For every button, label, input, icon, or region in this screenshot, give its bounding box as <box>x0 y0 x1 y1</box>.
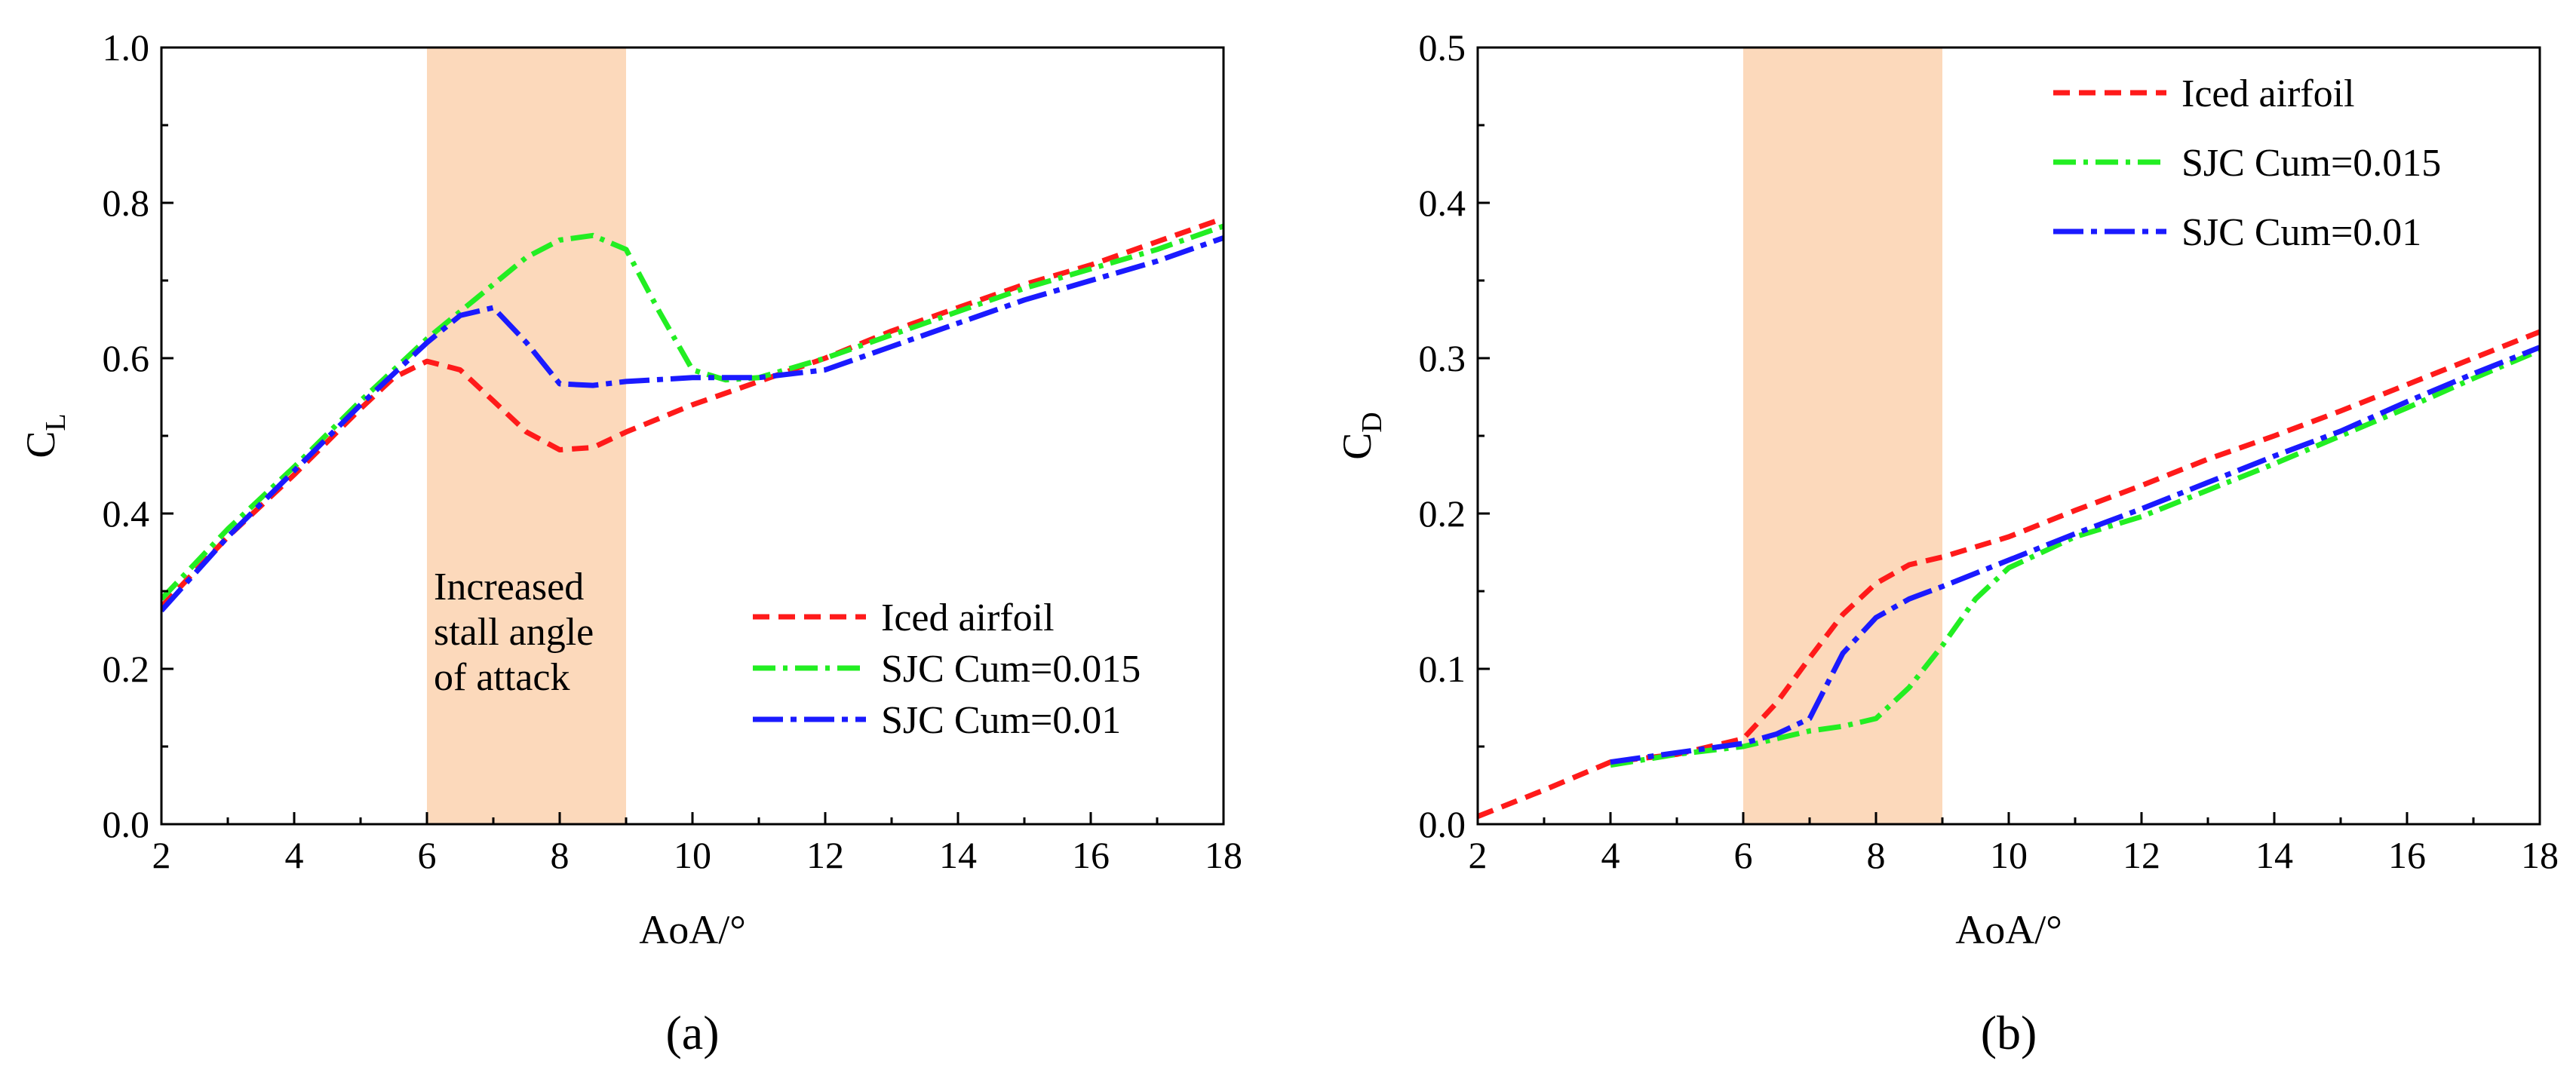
y-tick-label: 0.6 <box>103 337 150 379</box>
y-tick-label: 0.4 <box>1419 182 1466 224</box>
legend-label: SJC Cum=0.015 <box>881 648 1141 691</box>
panel-a-lift-chart: 2 4 6 8 10 12 14 16 18 0.0 0.2 0.4 0.6 0.8 1.0 AoA/° C… <box>18 26 1242 1059</box>
series-line-sjc-cum-0-015 <box>1610 348 2540 768</box>
y-tick-label: 0.1 <box>1419 648 1466 690</box>
x-tick-label: 10 <box>674 834 711 876</box>
annotation-line-2: stall angle <box>434 611 594 654</box>
y-tick-label: 0.5 <box>1419 26 1466 69</box>
legend: Iced airfoil SJC Cum=0.015 SJC Cum=0.01 <box>2053 72 2441 254</box>
series-line-sjc-cum-0-01 <box>161 235 1224 613</box>
y-axis-label-subscript: D <box>1356 412 1388 432</box>
panel-b-drag-chart: 2 4 6 8 10 12 14 16 18 0.0 0.1 0.2 0.3 0.4 0.5 AoA/° C… <box>1334 26 2559 1059</box>
legend-item-sjc-cum-0015: SJC Cum=0.015 <box>2053 142 2441 185</box>
y-tick-label: 0.3 <box>1419 337 1466 379</box>
x-tick-label: 4 <box>285 834 304 876</box>
y-axis-label: CD <box>1334 412 1388 459</box>
annotation-line-3: of attack <box>434 656 570 699</box>
y-tick-label: 0.0 <box>103 803 150 845</box>
x-tick-label: 8 <box>551 834 570 876</box>
x-tick-label: 14 <box>2255 834 2293 876</box>
x-axis-label: AoA/° <box>1955 907 2062 952</box>
stall-region-shade <box>427 48 626 824</box>
y-tick-label: 0.8 <box>103 182 150 224</box>
x-tick-label: 12 <box>2123 834 2160 876</box>
stall-region-shade <box>1743 48 1942 824</box>
y-tick-label: 0.2 <box>103 648 150 690</box>
x-tick-label: 16 <box>1072 834 1110 876</box>
legend-label: SJC Cum=0.015 <box>2181 142 2441 185</box>
x-tick-label: 10 <box>1990 834 2028 876</box>
legend-item-sjc-cum-001: SJC Cum=0.01 <box>2053 211 2421 254</box>
legend-item-iced-airfoil: Iced airfoil <box>2053 72 2355 115</box>
stall-annotation: Increased stall angle of attack <box>434 566 594 699</box>
x-tick-label: 6 <box>418 834 437 876</box>
legend-item-sjc-cum-001: SJC Cum=0.01 <box>753 699 1121 742</box>
y-tick-label: 0.4 <box>103 492 150 535</box>
series-line-iced-airfoil <box>161 216 1224 609</box>
y-tick-label: 1.0 <box>103 26 150 69</box>
panel-label-b: (b) <box>1981 1006 2037 1059</box>
legend-item-iced-airfoil: Iced airfoil <box>753 596 1055 639</box>
legend: Iced airfoil SJC Cum=0.015 SJC Cum=0.01 <box>753 596 1141 742</box>
y-tick-label: 0.2 <box>1419 492 1466 535</box>
panel-label-a: (a) <box>665 1006 719 1059</box>
x-tick-label: 8 <box>1867 834 1886 876</box>
x-tick-label: 18 <box>1205 834 1242 876</box>
legend-item-sjc-cum-0015: SJC Cum=0.015 <box>753 648 1141 691</box>
legend-label: Iced airfoil <box>2181 72 2355 115</box>
legend-label: Iced airfoil <box>881 596 1055 639</box>
x-tick-label: 4 <box>1601 834 1620 876</box>
y-axis-label-main: C <box>18 431 63 458</box>
x-tick-label: 12 <box>806 834 844 876</box>
legend-label: SJC Cum=0.01 <box>881 699 1121 742</box>
y-tick-label: 0.0 <box>1419 803 1466 845</box>
y-axis-label: CL <box>18 413 72 458</box>
x-tick-label: 2 <box>152 834 171 876</box>
legend-label: SJC Cum=0.01 <box>2181 211 2421 254</box>
x-tick-label: 2 <box>1469 834 1488 876</box>
x-tick-label: 18 <box>2521 834 2559 876</box>
x-tick-label: 6 <box>1734 834 1753 876</box>
y-axis-label-main: C <box>1334 433 1380 460</box>
series-line-sjc-cum-0-015 <box>161 223 1224 601</box>
y-axis-label-subscript: L <box>40 413 72 431</box>
x-axis-label: AoA/° <box>639 907 746 952</box>
series-line-sjc-cum-0-01 <box>1610 345 2540 765</box>
x-tick-label: 14 <box>939 834 977 876</box>
series-line-iced-airfoil <box>1478 329 2540 819</box>
x-tick-label: 16 <box>2388 834 2426 876</box>
annotation-line-1: Increased <box>434 566 584 609</box>
